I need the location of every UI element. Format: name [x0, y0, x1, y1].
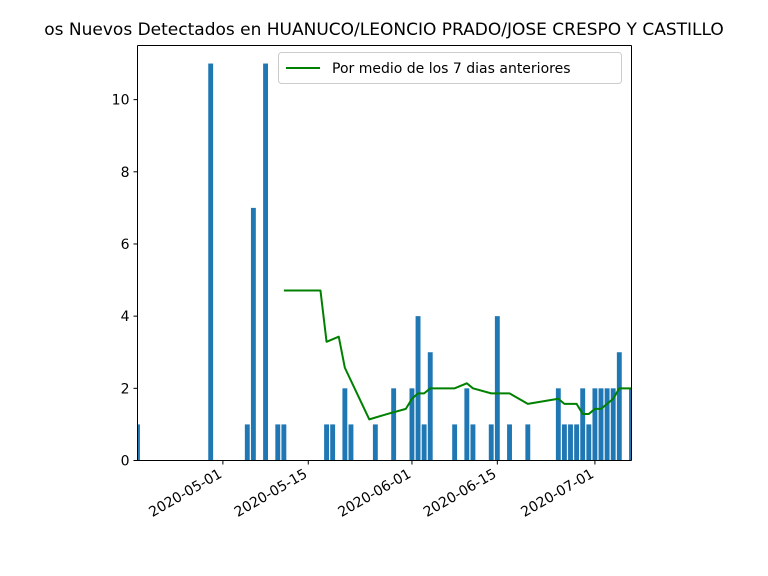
average-series — [283, 289, 632, 421]
chart-title: os Nuevos Detectados en HUANUCO/LEONCIO … — [44, 20, 723, 40]
legend: Por medio de los 7 dias anteriores — [278, 52, 622, 84]
y-tick-label: 0 — [121, 454, 130, 470]
bar — [415, 316, 421, 461]
bar — [610, 388, 616, 461]
bar — [586, 424, 592, 461]
bar — [494, 316, 500, 461]
y-tick-label: 4 — [121, 309, 130, 325]
y-axis: 0 2 4 6 8 10 — [112, 93, 138, 470]
bar — [421, 424, 427, 461]
bar — [592, 388, 598, 461]
y-tick-label: 8 — [121, 165, 130, 181]
bar — [464, 388, 470, 461]
bar — [561, 424, 567, 461]
bar — [616, 352, 622, 461]
bar — [330, 424, 336, 461]
bar — [488, 424, 494, 461]
bar — [372, 424, 378, 461]
bar — [348, 424, 354, 461]
bar — [525, 424, 531, 461]
bar — [452, 424, 458, 461]
bar — [263, 63, 269, 461]
bar — [598, 388, 604, 461]
bar — [137, 424, 140, 461]
bar — [507, 424, 512, 461]
bar — [281, 424, 287, 461]
bar — [391, 388, 397, 461]
legend-box — [278, 52, 622, 84]
y-tick-label: 2 — [121, 381, 130, 397]
bar — [409, 388, 415, 461]
bar — [574, 424, 580, 461]
bar — [342, 388, 348, 461]
bar — [275, 424, 281, 461]
plot-area — [137, 45, 632, 461]
y-tick-label: 10 — [112, 93, 130, 109]
series-line — [283, 289, 632, 421]
legend-label: Por medio de los 7 dias anteriores — [332, 61, 571, 77]
bar — [244, 424, 250, 461]
bar — [580, 388, 586, 461]
bar — [208, 63, 214, 461]
bar — [427, 352, 433, 461]
axes-frame — [137, 45, 632, 461]
bar — [629, 388, 632, 461]
bar — [250, 207, 256, 461]
bar — [555, 388, 561, 461]
bar — [568, 424, 573, 461]
bar — [604, 388, 610, 461]
bars — [137, 63, 632, 461]
bar — [324, 424, 329, 461]
bar — [470, 424, 476, 461]
y-tick-label: 6 — [121, 237, 130, 253]
plot-background — [137, 45, 632, 461]
